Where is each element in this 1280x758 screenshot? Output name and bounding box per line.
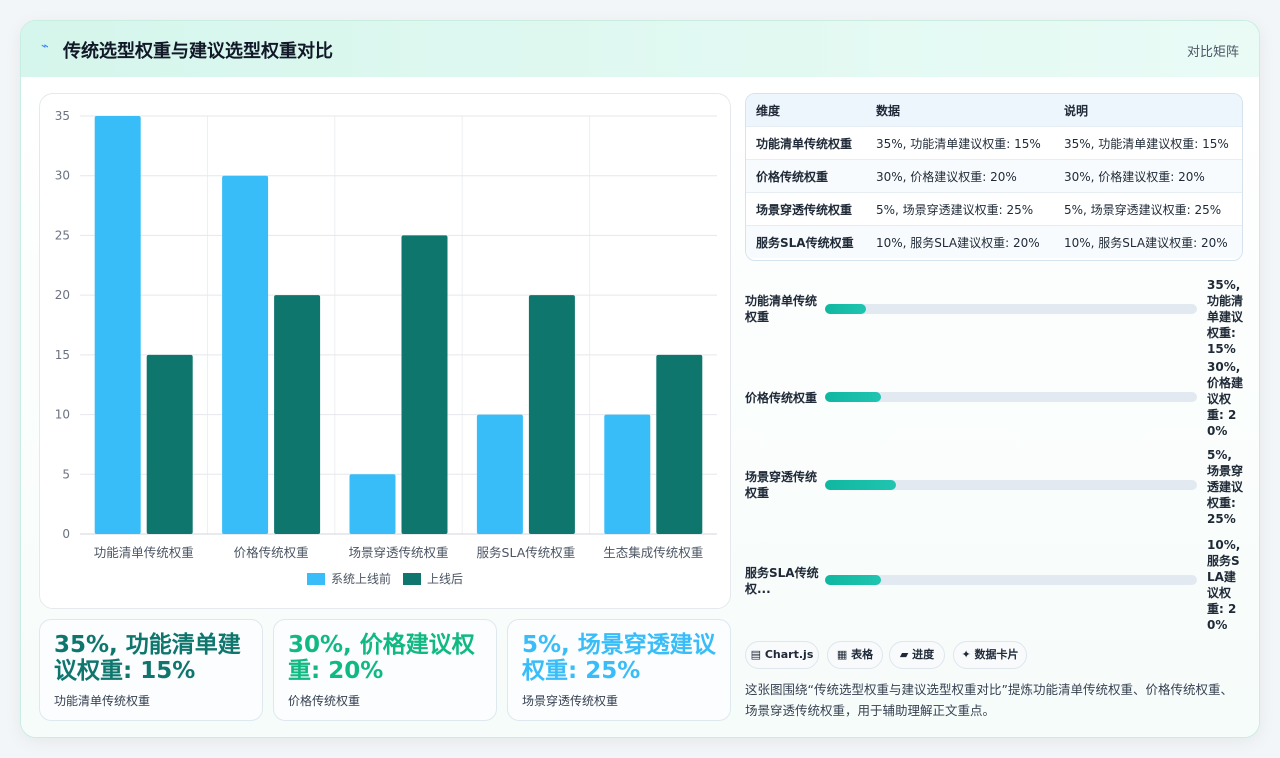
legend-label: 系统上线前 <box>331 571 391 586</box>
chip-label: 表格 <box>851 648 874 661</box>
sparkle-icon: ⌁ <box>41 39 49 54</box>
description-text: 这张图围绕“传统选型权重与建议选型权重对比”提炼功能清单传统权重、价格传统权重、… <box>745 682 1233 718</box>
progress-value: 35%, 功能清单建议权重: 15% <box>1207 278 1244 356</box>
kpi-value: 30%, 价格建议权重: 20% <box>288 632 475 684</box>
y-tick-label: 10 <box>55 408 70 422</box>
chip-progress[interactable]: ▰ 进度 <box>889 641 945 669</box>
chip-table[interactable]: ▦ 表格 <box>827 641 883 669</box>
chip-chartjs[interactable]: ▤ Chart.js <box>745 641 819 669</box>
bar <box>349 474 396 534</box>
progress-item: 功能清单传统权重 35%, 功能清单建议权重: 15% <box>745 277 1245 357</box>
bar <box>528 295 575 534</box>
progress-value: 5%, 场景穿透建议权重: 25% <box>1207 448 1244 526</box>
page-title: 传统选型权重与建议选型权重对比 <box>63 41 333 62</box>
bar-chart-panel: 0 5 10 15 20 25 30 35 功能清单传统权重 价格传统权重 场景穿透传统权重 服务SL… <box>39 93 731 609</box>
progress-label: 价格传统权重 <box>745 391 818 405</box>
table-header-note: 说明 <box>1054 94 1242 127</box>
chip-label: Chart.js <box>764 648 814 661</box>
sparkle-icon: ✦ <box>961 648 971 661</box>
y-tick-label: 20 <box>55 288 70 302</box>
chart-icon: ▤ <box>750 648 762 661</box>
progress-fill <box>825 392 881 402</box>
x-tick-label: 价格传统权重 <box>234 545 309 560</box>
progress-track <box>825 304 1197 314</box>
table-header-row: 维度 数据 说明 <box>746 94 1242 127</box>
table-row: 价格传统权重 30%, 价格建议权重: 20% 30%, 价格建议权重: 20% <box>746 159 1242 193</box>
progress-item: 价格传统权重 30%, 价格建议权重: 20% <box>745 359 1245 439</box>
progress-label: 服务SLA传统权... <box>745 566 819 596</box>
table-header-data: 数据 <box>866 94 1054 127</box>
chip-data-card[interactable]: ✦ 数据卡片 <box>953 641 1027 669</box>
y-tick-label: 30 <box>55 169 70 183</box>
bar <box>401 235 448 534</box>
table-cell: 5%, 场景穿透建议权重: 25% <box>866 192 1054 226</box>
progress-fill <box>825 575 881 585</box>
table-cell: 30%, 价格建议权重: 20% <box>1054 159 1242 193</box>
y-tick-label: 5 <box>62 467 70 481</box>
table-cell: 5%, 场景穿透建议权重: 25% <box>1054 192 1242 226</box>
kpi-value: 5%, 场景穿透建议权重: 25% <box>522 632 716 684</box>
kpi-card: 5%, 场景穿透建议权重: 25% 场景穿透传统权重 <box>507 619 731 721</box>
y-tick-label: 0 <box>62 527 70 541</box>
x-tick-label: 生态集成传统权重 <box>603 545 703 560</box>
bar-chart: 0 5 10 15 20 25 30 35 功能清单传统权重 价格传统权重 场景穿透传统权重 服务SL… <box>55 109 717 586</box>
bar <box>146 354 193 534</box>
kpi-label: 价格传统权重 <box>288 694 361 708</box>
progress-label: 场景穿透传统权重 <box>745 470 818 500</box>
header-tag: 对比矩阵 <box>1186 45 1239 60</box>
progress-fill <box>825 480 896 490</box>
progress-label: 功能清单传统权重 <box>745 294 818 324</box>
x-tick-label: 场景穿透传统权重 <box>348 545 448 560</box>
bar <box>94 116 141 534</box>
table-cell: 服务SLA传统权重 <box>746 225 866 258</box>
legend-swatch <box>307 573 325 585</box>
y-tick-label: 25 <box>55 228 70 242</box>
y-tick-label: 35 <box>55 109 70 123</box>
chip-label: 数据卡片 <box>974 648 1019 661</box>
progress-value: 10%, 服务SLA建议权重: 20% <box>1207 538 1241 632</box>
header: ⌁ 传统选型权重与建议选型权重对比 对比矩阵 <box>21 21 1259 78</box>
progress-track <box>825 575 1197 585</box>
kpi-label: 场景穿透传统权重 <box>522 694 619 708</box>
kpi-label: 功能清单传统权重 <box>54 694 151 708</box>
progress-value: 30%, 价格建议权重: 20% <box>1207 360 1244 438</box>
progress-item: 场景穿透传统权重 5%, 场景穿透建议权重: 25% <box>745 447 1245 527</box>
progress-track <box>825 392 1197 402</box>
table-row: 功能清单传统权重 35%, 功能清单建议权重: 15% 35%, 功能清单建议权… <box>746 126 1242 160</box>
bar <box>604 414 651 534</box>
bar <box>476 414 523 534</box>
progress-icon: ▰ <box>899 648 909 661</box>
x-tick-label: 服务SLA传统权重 <box>477 545 576 560</box>
chip-label: 进度 <box>912 648 935 661</box>
kpi-card: 35%, 功能清单建议权重: 15% 功能清单传统权重 <box>39 619 263 721</box>
table-header-dimension: 维度 <box>746 94 866 127</box>
kpi-card: 30%, 价格建议权重: 20% 价格传统权重 <box>273 619 497 721</box>
table-icon: ▦ <box>836 648 848 661</box>
dashboard-card: ⌁ 传统选型权重与建议选型权重对比 对比矩阵 0 5 10 15 20 25 30 35 功能清… <box>20 20 1260 738</box>
table-cell: 价格传统权重 <box>746 159 866 193</box>
kpi-value: 35%, 功能清单建议权重: 15% <box>54 632 241 684</box>
table-row: 场景穿透传统权重 5%, 场景穿透建议权重: 25% 5%, 场景穿透建议权重:… <box>746 192 1242 226</box>
progress-item: 服务SLA传统权... 10%, 服务SLA建议权重: 20% <box>745 537 1245 632</box>
progress-track <box>825 480 1197 490</box>
legend-swatch <box>403 573 421 585</box>
table-cell: 35%, 功能清单建议权重: 15% <box>1054 126 1242 160</box>
table-cell: 30%, 价格建议权重: 20% <box>866 159 1054 193</box>
y-tick-label: 15 <box>55 348 70 362</box>
data-table: 维度 数据 说明 功能清单传统权重 35%, 功能清单建议权重: 15% 35%… <box>745 93 1243 261</box>
x-tick-label: 功能清单传统权重 <box>94 545 194 560</box>
table-cell: 10%, 服务SLA建议权重: 20% <box>1054 225 1242 258</box>
table-cell: 功能清单传统权重 <box>746 126 866 160</box>
table-cell: 场景穿透传统权重 <box>746 192 866 226</box>
bar <box>222 175 269 534</box>
progress-fill <box>825 304 866 314</box>
bar <box>656 354 703 534</box>
table-cell: 10%, 服务SLA建议权重: 20% <box>866 225 1054 258</box>
table-cell: 35%, 功能清单建议权重: 15% <box>866 126 1054 160</box>
legend-label: 上线后 <box>427 572 463 586</box>
bar <box>274 295 321 534</box>
table-row: 服务SLA传统权重 10%, 服务SLA建议权重: 20% 10%, 服务SLA… <box>746 225 1242 258</box>
